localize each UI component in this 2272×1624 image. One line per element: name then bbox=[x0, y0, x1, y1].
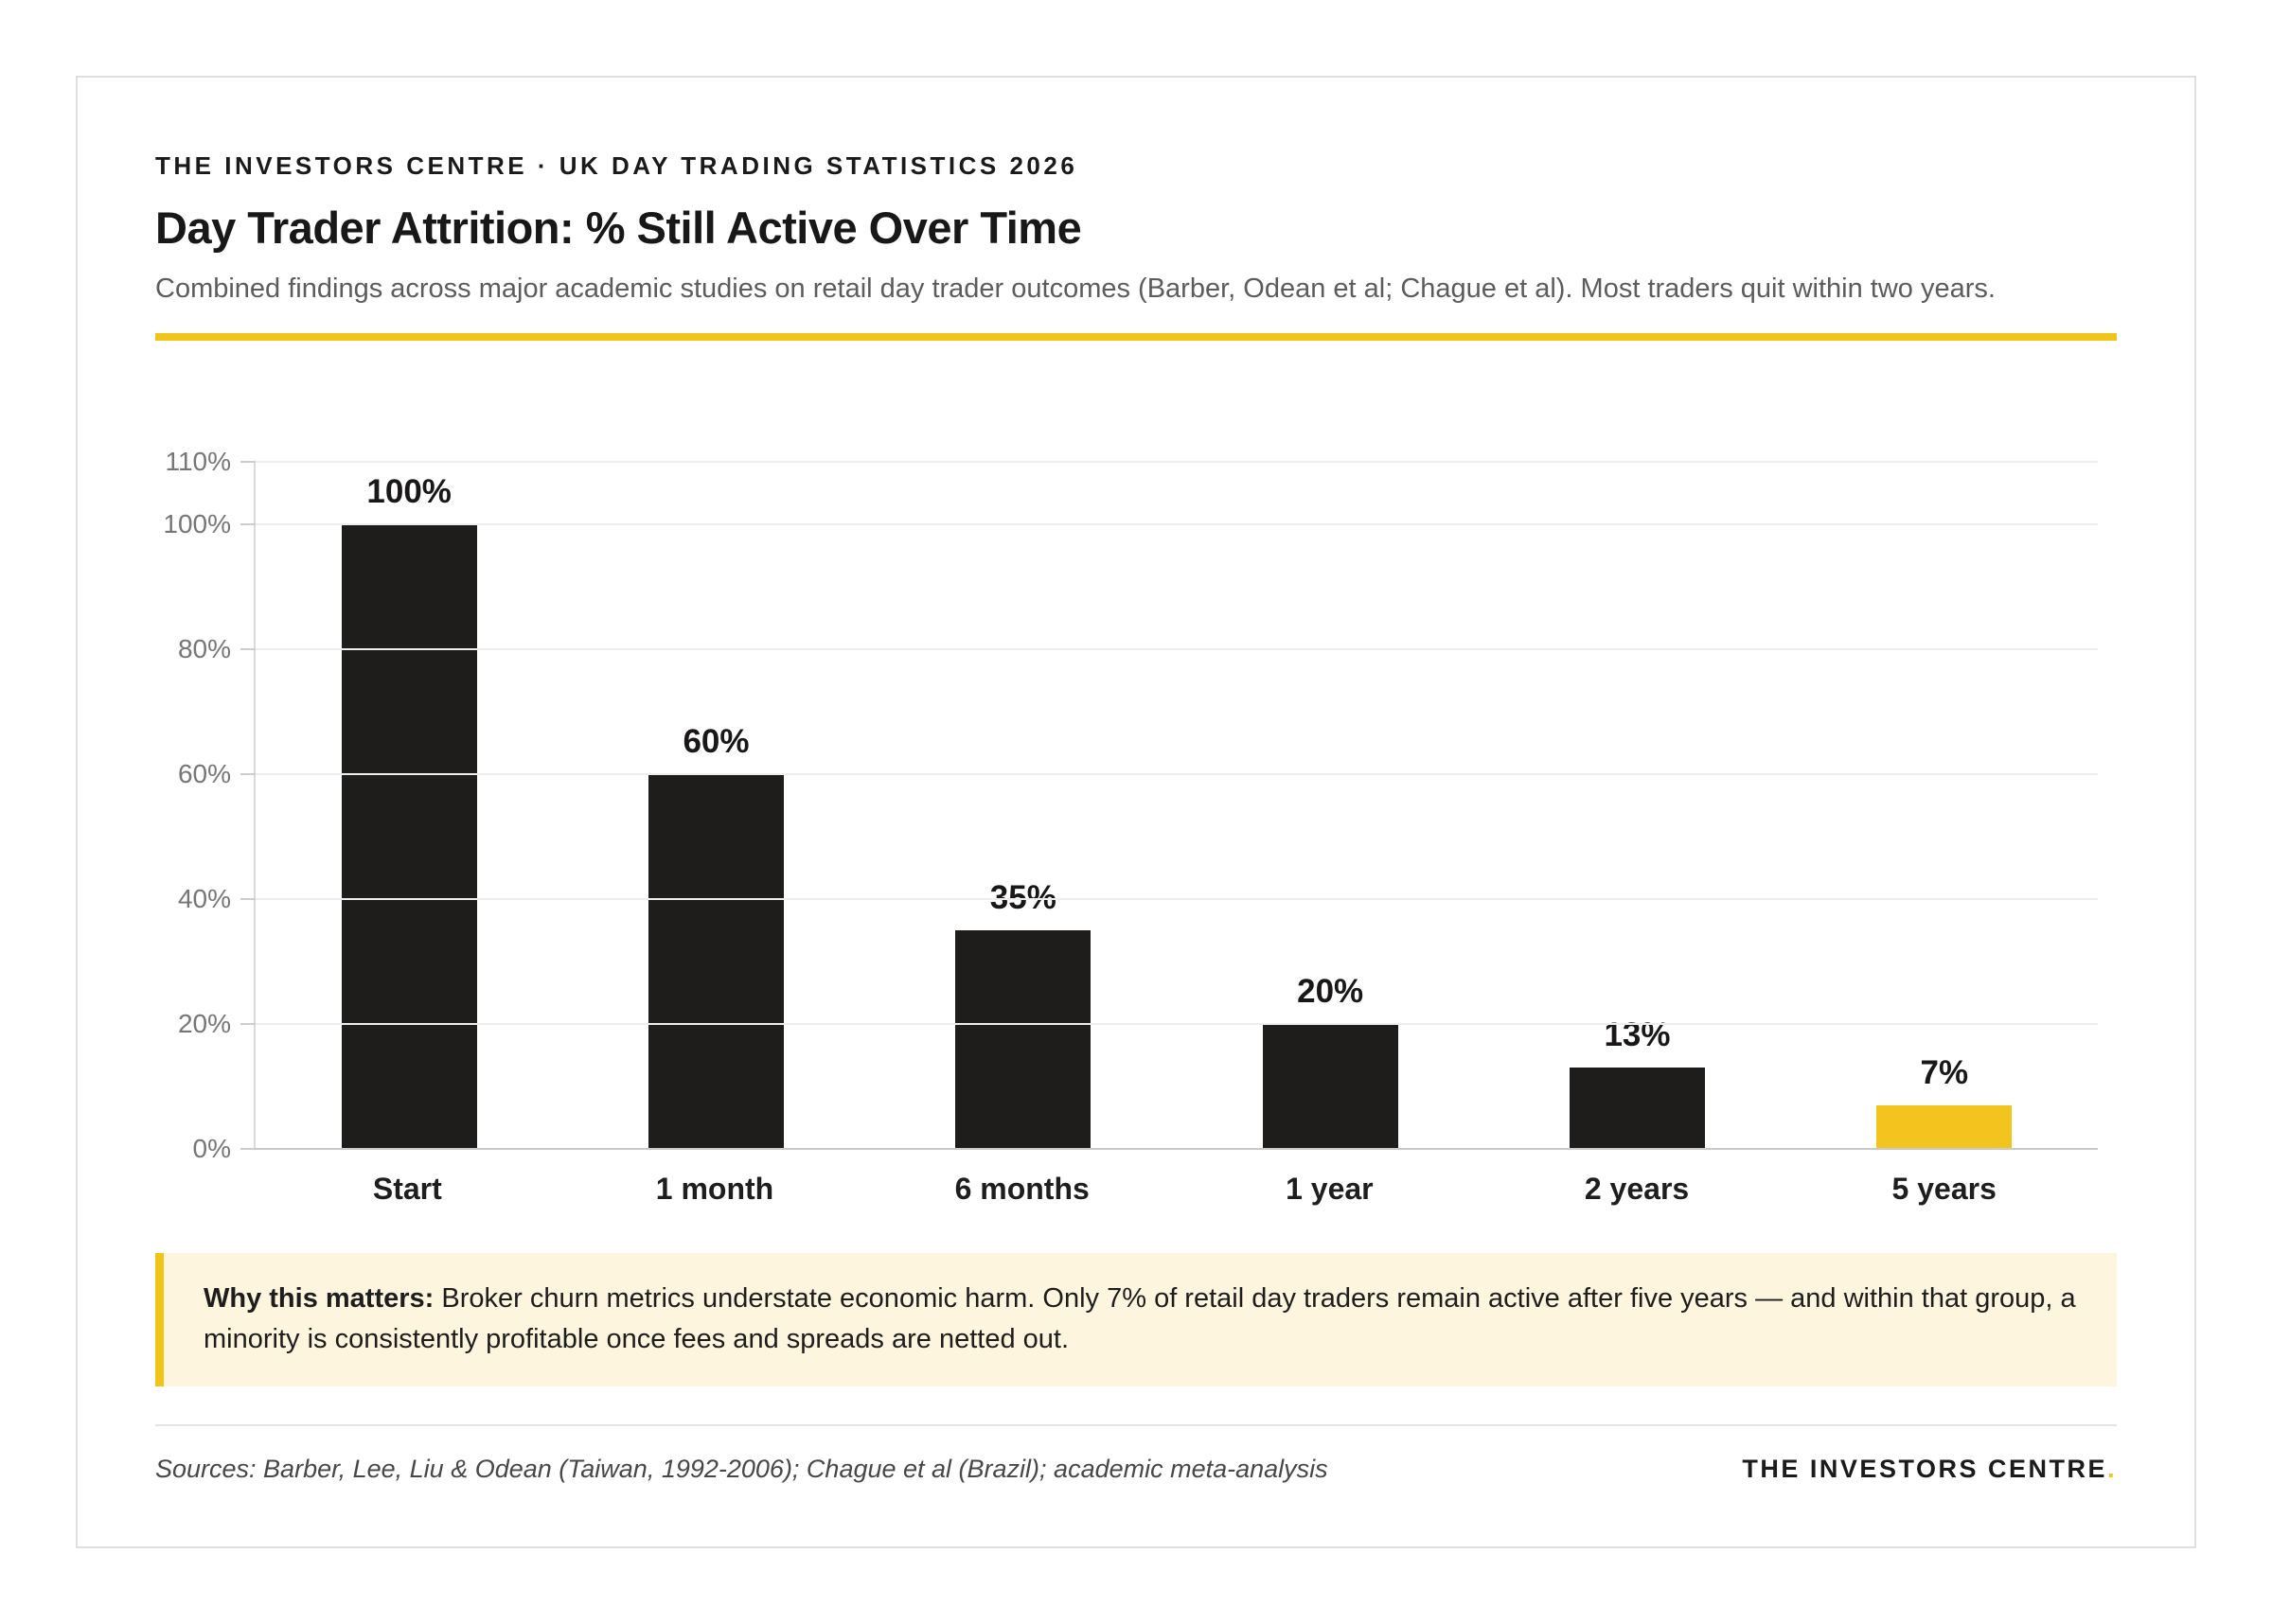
gridline-80 bbox=[256, 647, 2098, 650]
x-category-label: 1 month bbox=[655, 1171, 774, 1206]
gridline-20 bbox=[256, 1022, 2098, 1025]
gridline-60 bbox=[256, 772, 2098, 775]
bar-slot-5-years: 7% bbox=[1791, 462, 2098, 1149]
category-axis: Start 1 month 6 months 1 year 2 years 5 years bbox=[254, 1149, 2098, 1207]
tick-mark-20 bbox=[240, 1022, 256, 1025]
bar-slot-6-months: 35% bbox=[870, 462, 1177, 1149]
footer: Sources: Barber, Lee, Liu & Odean (Taiwa… bbox=[155, 1455, 2117, 1484]
tick-mark-60 bbox=[240, 772, 256, 775]
bar-slot-2-years: 13% bbox=[1483, 462, 1790, 1149]
tick-mark-40 bbox=[240, 897, 256, 900]
y-tick-label-20: 20% bbox=[177, 1008, 231, 1038]
gridline-40 bbox=[256, 897, 2098, 900]
x-category-label: 5 years bbox=[1891, 1171, 1997, 1206]
infographic-card: THE INVESTORS CENTRE · UK DAY TRADING ST… bbox=[76, 76, 2196, 1548]
subtitle: Combined findings across major academic … bbox=[155, 274, 1996, 305]
callout-text: Broker churn metrics understate economic… bbox=[204, 1282, 2076, 1355]
tick-mark-100 bbox=[240, 522, 256, 525]
brand-logotype: THE INVESTORS CENTRE. bbox=[1742, 1454, 2117, 1483]
x-category-label: 1 year bbox=[1286, 1171, 1374, 1206]
x-category-label: Start bbox=[372, 1171, 442, 1206]
bars-container: 100% 60% 35% 20% 13% 7% bbox=[256, 462, 2098, 1149]
y-tick-label-110: 110% bbox=[165, 446, 231, 476]
tick-mark-80 bbox=[240, 647, 256, 650]
y-tick-label-80: 80% bbox=[177, 633, 231, 663]
gridline-0 bbox=[256, 1147, 2098, 1150]
value-label: 13% bbox=[1604, 1016, 1671, 1054]
bar bbox=[1876, 1104, 2013, 1149]
value-label: 20% bbox=[1297, 972, 1364, 1010]
bar-slot-1-month: 60% bbox=[562, 462, 869, 1149]
x-category-label: 6 months bbox=[954, 1171, 1090, 1206]
eyebrow: THE INVESTORS CENTRE · UK DAY TRADING ST… bbox=[155, 151, 1078, 180]
value-label: 35% bbox=[989, 878, 1056, 916]
y-tick-label-100: 100% bbox=[163, 508, 231, 538]
bar bbox=[955, 929, 1092, 1149]
x-category-label: 2 years bbox=[1584, 1171, 1690, 1206]
gridline-110 bbox=[256, 460, 2098, 463]
bar-slot-start: 100% bbox=[256, 462, 562, 1149]
brand-accent-dot: . bbox=[2106, 1454, 2117, 1483]
accent-rule bbox=[155, 332, 2117, 341]
value-label: 100% bbox=[366, 472, 452, 510]
callout-box: Why this matters: Broker churn metrics u… bbox=[155, 1252, 2117, 1386]
bar bbox=[648, 773, 784, 1149]
sources-text: Sources: Barber, Lee, Liu & Odean (Taiwa… bbox=[155, 1454, 1328, 1483]
tick-mark-110 bbox=[240, 460, 256, 463]
bar-slot-1-year: 20% bbox=[1177, 462, 1483, 1149]
value-label: 60% bbox=[683, 722, 750, 760]
value-label: 7% bbox=[1920, 1053, 1969, 1091]
y-tick-label-60: 60% bbox=[177, 758, 231, 788]
bar bbox=[1262, 1023, 1398, 1149]
bar-chart: 100% 60% 35% 20% 13% 7% 0% 20% 40% 60% 80% 100% 110… bbox=[155, 447, 2117, 1219]
bar bbox=[1570, 1068, 1705, 1149]
callout-lead: Why this matters: bbox=[204, 1282, 435, 1314]
plot-area: 100% 60% 35% 20% 13% 7% 0% 20% 40% 60% 80% 100% 110… bbox=[163, 447, 2098, 1163]
tick-mark-0 bbox=[240, 1147, 256, 1150]
y-tick-label-0: 0% bbox=[192, 1133, 231, 1163]
page-title: Day Trader Attrition: % Still Active Ove… bbox=[155, 203, 1082, 253]
footer-divider bbox=[155, 1423, 2117, 1426]
gridline-100 bbox=[256, 522, 2098, 525]
bar bbox=[341, 523, 477, 1149]
y-tick-label-40: 40% bbox=[177, 883, 231, 913]
